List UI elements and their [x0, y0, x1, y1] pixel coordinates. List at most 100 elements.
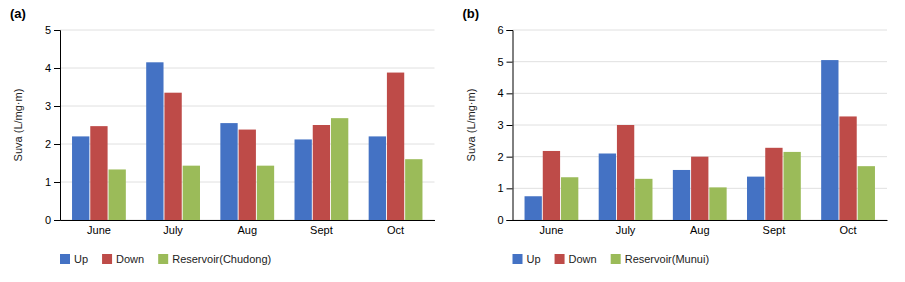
x-tick-label: July: [163, 224, 183, 236]
y-tick-label: 1: [497, 182, 503, 194]
y-tick-label: 2: [45, 138, 51, 150]
y-tick-mark: [507, 30, 513, 31]
y-tick-mark: [54, 182, 60, 183]
bar: [673, 170, 690, 220]
bars: [72, 62, 422, 220]
grid: [60, 30, 435, 220]
bar: [331, 118, 348, 220]
y-tick-label: 3: [45, 100, 51, 112]
bar-series: [109, 118, 423, 220]
x-tick: June: [540, 224, 564, 236]
legend-item: Down: [102, 253, 144, 265]
legend-swatch: [555, 254, 565, 264]
y-axis-title: Suva (L/mg·m): [465, 89, 477, 162]
x-tick: July: [163, 224, 183, 236]
x-tick: Oct: [840, 224, 857, 236]
x-axis-line: [513, 220, 888, 221]
bar: [783, 152, 800, 220]
grid-line: [60, 30, 435, 31]
x-axis: JuneJulyAugSeptOct: [61, 221, 436, 236]
bar: [164, 93, 181, 220]
bar: [257, 166, 274, 220]
bar: [709, 187, 726, 220]
y-tick-mark: [507, 62, 513, 63]
bar: [405, 159, 422, 220]
legend-label: Up: [527, 253, 541, 265]
x-tick: Oct: [387, 224, 404, 236]
bar: [839, 116, 856, 220]
y-tick: 2: [45, 138, 60, 150]
y-tick-mark: [507, 125, 513, 126]
x-tick: Aug: [237, 224, 257, 236]
y-tick: 0: [45, 214, 60, 226]
legend-item: Down: [555, 253, 597, 265]
legend-label: Down: [569, 253, 597, 265]
y-axis-title: Suva (L/mg·m): [12, 89, 24, 162]
y-tick-mark: [54, 106, 60, 107]
bar: [387, 73, 404, 220]
y-tick-mark: [54, 144, 60, 145]
bar: [617, 125, 634, 220]
bar: [220, 123, 237, 220]
y-tick-label: 0: [45, 214, 51, 226]
plot-area: 012345JuneJulyAugSeptOct: [45, 24, 435, 236]
plot-area: 0123456JuneJulyAugSeptOct: [497, 24, 887, 236]
bar-series: [90, 73, 404, 220]
x-tick-label: Sept: [310, 224, 333, 236]
y-tick-mark: [507, 188, 513, 189]
y-tick-label: 4: [497, 87, 503, 99]
legend-swatch: [158, 254, 168, 264]
y-axis-line: [54, 31, 61, 221]
x-tick-label: Oct: [840, 224, 857, 236]
legend-label: Reservoir(Munui): [625, 253, 709, 265]
legend-label: Down: [116, 253, 144, 265]
bar: [146, 62, 163, 220]
y-tick-label: 5: [497, 56, 503, 68]
bar: [821, 60, 838, 220]
bar: [109, 169, 126, 220]
x-tick-label: July: [616, 224, 636, 236]
panel-label: (b): [463, 6, 480, 21]
bar: [239, 130, 256, 220]
y-axis: 012345: [45, 24, 61, 226]
legend-swatch: [513, 254, 523, 264]
y-tick-mark: [507, 93, 513, 94]
y-tick-label: 6: [497, 24, 503, 36]
panel: 0123456JuneJulyAugSeptOctSuva (L/mg·m)(b…: [463, 6, 888, 265]
y-tick-mark: [54, 30, 60, 31]
y-tick: 1: [45, 176, 60, 188]
bar: [765, 148, 782, 220]
y-tick: 5: [45, 24, 60, 36]
y-tick-mark: [54, 68, 60, 69]
x-axis-line: [61, 220, 436, 221]
bar: [543, 151, 560, 220]
bar: [525, 196, 542, 220]
legend: UpDownReservoir(Chudong): [60, 253, 271, 265]
y-tick-mark: [507, 220, 513, 221]
legend-item: Reservoir(Chudong): [158, 253, 271, 265]
y-tick: 4: [497, 87, 512, 99]
bar: [72, 136, 89, 220]
x-tick-label: Aug: [237, 224, 257, 236]
legend: Up Down Reservoir(Munui): [513, 253, 710, 265]
y-tick-label: 0: [497, 214, 503, 226]
bar-series: [543, 116, 857, 220]
x-tick-label: Oct: [387, 224, 404, 236]
grid-line: [60, 106, 435, 107]
bar-series: [561, 152, 875, 220]
chart-figure: 0 1 2 3 4 5 June July Aug Sept Oct Suva (L/mg·m) (a)…: [0, 0, 905, 282]
x-tick-label: June: [540, 224, 564, 236]
grid-line: [513, 30, 888, 31]
y-tick: 6: [497, 24, 512, 36]
x-axis: JuneJulyAugSeptOct: [513, 221, 888, 236]
panel-label: (a): [10, 6, 26, 21]
y-tick: 3: [45, 100, 60, 112]
x-tick: Sept: [763, 224, 786, 236]
x-tick: July: [616, 224, 636, 236]
y-axis: 0123456: [497, 24, 513, 226]
y-tick: 2: [497, 151, 512, 163]
legend-item: Up: [513, 253, 541, 265]
x-tick: Sept: [310, 224, 333, 236]
legend-swatch: [102, 254, 112, 264]
y-tick-mark: [507, 157, 513, 158]
